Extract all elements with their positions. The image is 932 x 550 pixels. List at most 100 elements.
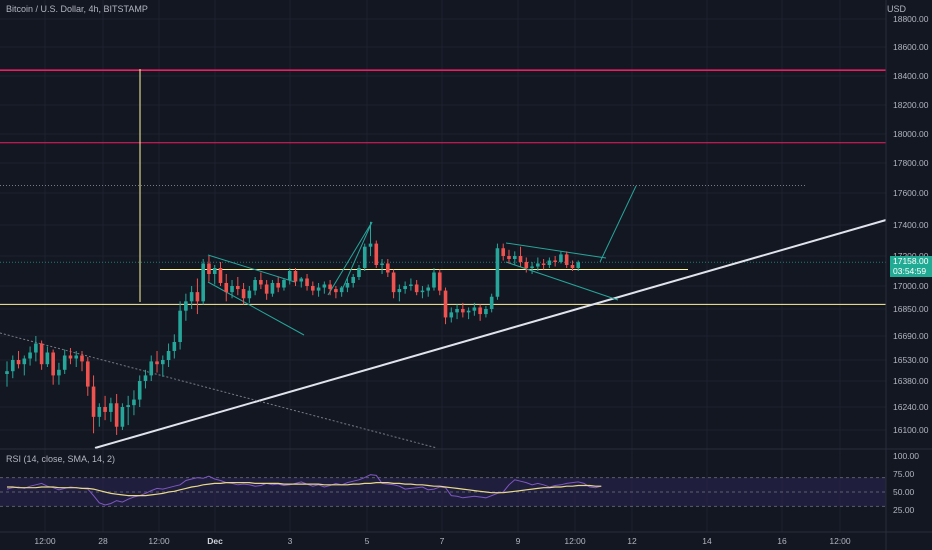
candle-body bbox=[368, 243, 373, 247]
candle-body bbox=[437, 272, 442, 291]
rsi-tick-label: 100.00 bbox=[893, 451, 919, 461]
candle-body bbox=[264, 284, 269, 294]
candle-body bbox=[512, 256, 517, 259]
price-tick-label: 16240.00 bbox=[893, 402, 929, 412]
candle-body bbox=[39, 343, 44, 365]
candle-body bbox=[74, 355, 79, 359]
rsi-tick-label: 50.00 bbox=[893, 487, 915, 497]
channel-bottom[interactable] bbox=[207, 281, 305, 336]
candle-body bbox=[120, 407, 125, 427]
grid bbox=[0, 0, 886, 532]
candle-body bbox=[478, 307, 482, 315]
candle-body bbox=[570, 265, 575, 268]
channel-top[interactable] bbox=[207, 254, 296, 283]
candle-body bbox=[270, 283, 275, 294]
last-price-tag: 17158.00 03:54:59 bbox=[890, 256, 932, 277]
candle-body bbox=[351, 277, 355, 283]
candle-body bbox=[85, 361, 90, 387]
trendline-descending-dotted[interactable] bbox=[0, 332, 438, 449]
candle-body bbox=[149, 361, 154, 376]
projection-arrow[interactable] bbox=[599, 185, 637, 263]
candle-body bbox=[293, 271, 298, 282]
candle-body bbox=[45, 352, 50, 365]
time-axis[interactable]: 12:00 28 12:00 Dec 3 5 7 9 12:00 12 14 16 12:00 bbox=[34, 536, 851, 546]
channel-2-b[interactable] bbox=[327, 221, 373, 296]
candle-body bbox=[103, 407, 107, 412]
time-tick-label: 12:00 bbox=[564, 536, 586, 546]
candle-body bbox=[339, 287, 344, 293]
candle-body bbox=[305, 278, 309, 286]
candle-body bbox=[484, 309, 488, 315]
price-tick-label: 18200.00 bbox=[893, 100, 929, 110]
time-tick-label: 12:00 bbox=[829, 536, 851, 546]
candle-body bbox=[489, 296, 494, 309]
time-tick-label: 16 bbox=[777, 536, 787, 546]
candle-body bbox=[536, 263, 540, 267]
chart-title: Bitcoin / U.S. Dollar, 4h, BITSTAMP bbox=[6, 4, 148, 14]
candle-body bbox=[155, 361, 159, 365]
candle-body bbox=[455, 309, 459, 313]
candle-body bbox=[397, 289, 402, 293]
candle-body bbox=[466, 310, 471, 313]
price-tick-label: 16690.00 bbox=[893, 331, 929, 341]
candle-body bbox=[114, 403, 119, 427]
candle-body bbox=[132, 399, 136, 406]
time-tick-label: 5 bbox=[365, 536, 370, 546]
candle-body bbox=[518, 256, 523, 262]
candle-body bbox=[328, 284, 332, 290]
candle-body bbox=[230, 286, 234, 293]
candle-body bbox=[91, 386, 96, 417]
candle-body bbox=[391, 272, 396, 293]
candle-body bbox=[97, 407, 102, 417]
candle-body bbox=[51, 352, 55, 376]
rsi-axis[interactable]: 100.00 75.00 50.00 25.00 bbox=[893, 451, 919, 515]
time-tick-label: 12:00 bbox=[148, 536, 170, 546]
time-tick-label: 9 bbox=[516, 536, 521, 546]
candle-body bbox=[189, 292, 194, 302]
candle-body bbox=[386, 263, 390, 273]
candles bbox=[5, 221, 581, 435]
candle-body bbox=[461, 309, 465, 313]
candle-body bbox=[224, 283, 229, 293]
price-tick-label: 16530.00 bbox=[893, 355, 929, 365]
price-axis[interactable]: 18800.00 18600.00 18400.00 18200.00 18000.00… bbox=[893, 14, 929, 435]
flag-top[interactable] bbox=[505, 242, 607, 259]
candle-body bbox=[559, 254, 563, 262]
candle-body bbox=[201, 263, 205, 302]
price-tick-label: 16850.00 bbox=[893, 304, 929, 314]
price-tick-label: 18000.00 bbox=[893, 129, 929, 139]
candle-body bbox=[380, 263, 384, 265]
rsi-title: RSI (14, close, SMA, 14, 2) bbox=[6, 454, 116, 464]
rsi-tick-label: 75.00 bbox=[893, 469, 915, 479]
price-tick-label: 17600.00 bbox=[893, 188, 929, 198]
price-tick-label: 18400.00 bbox=[893, 71, 929, 81]
candle-body bbox=[166, 351, 171, 360]
candle-body bbox=[212, 268, 217, 274]
candle-body bbox=[564, 254, 569, 265]
price-tick-label: 18600.00 bbox=[893, 42, 929, 52]
trendline-ascending[interactable] bbox=[94, 219, 887, 449]
price-tick-label: 17400.00 bbox=[893, 220, 929, 230]
candle-body bbox=[316, 287, 321, 291]
candle-body bbox=[28, 352, 32, 359]
price-tick-label: 17000.00 bbox=[893, 281, 929, 291]
candle-body bbox=[10, 360, 15, 372]
flag-bottom[interactable] bbox=[505, 261, 619, 301]
candle-body bbox=[276, 283, 280, 288]
time-tick-label: 14 bbox=[702, 536, 712, 546]
candle-body bbox=[524, 262, 529, 268]
candle-body bbox=[420, 290, 425, 293]
candle-body bbox=[334, 289, 338, 293]
candle-body bbox=[472, 307, 477, 311]
time-tick-label: 12:00 bbox=[34, 536, 56, 546]
candle-body bbox=[195, 292, 200, 302]
candle-body bbox=[68, 355, 73, 359]
candle-body bbox=[16, 360, 21, 365]
candle-body bbox=[495, 248, 500, 297]
price-tick-label: 17800.00 bbox=[893, 158, 929, 168]
candle-body bbox=[259, 280, 263, 285]
candle-body bbox=[184, 301, 188, 311]
candle-body bbox=[362, 246, 367, 268]
candle-body bbox=[160, 360, 165, 365]
